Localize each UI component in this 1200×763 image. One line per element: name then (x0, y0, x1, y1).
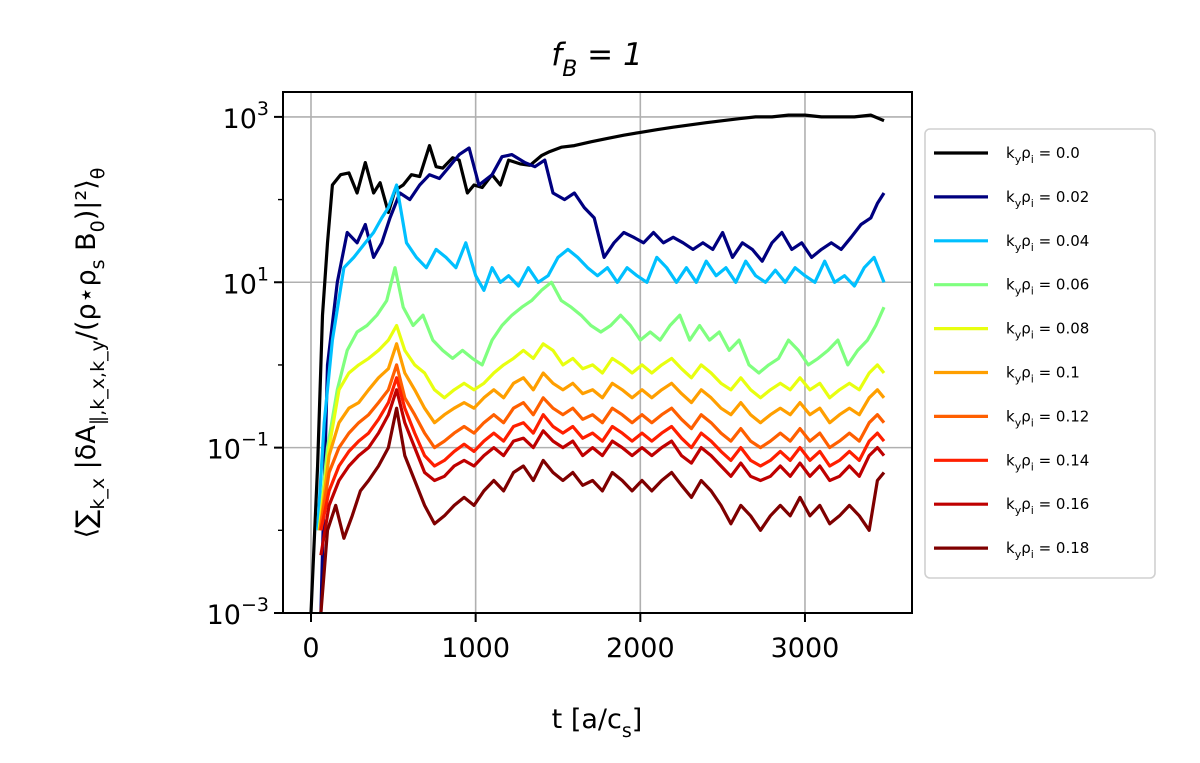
y-tick-label: 101 (223, 263, 269, 300)
legend-label-0.16: kyρi = 0.16 (1006, 495, 1089, 517)
plot-frame (282, 91, 913, 614)
legend-label-0.0: kyρi = 0.0 (1006, 144, 1080, 166)
series-line-0.1 (318, 342, 886, 531)
legend-label-0.02: kyρi = 0.02 (1006, 188, 1089, 210)
legend-label-0.04: kyρi = 0.04 (1006, 232, 1089, 254)
legend-label-0.1: kyρi = 0.1 (1006, 364, 1080, 386)
series-line-0.14 (319, 376, 886, 531)
y-axis-label: ⟨∑k_x |δA∥,k_x,k_y/(ρ⋆ρs B0)|²⟩θ (71, 168, 109, 539)
series-line-0.18 (319, 406, 886, 613)
series-line-0.12 (318, 363, 886, 531)
y-tick-label: 10−3 (207, 594, 269, 631)
legend: kyρi = 0.0 kyρi = 0.02 kyρi = 0.04 kyρi = 0… (924, 128, 1156, 579)
y-tick-label: 10−1 (207, 429, 269, 466)
legend-label-0.14: kyρi = 0.14 (1006, 451, 1089, 473)
x-tick-label: 1000 (441, 633, 510, 664)
x-axis-label: t [a/cs] (552, 704, 643, 742)
legend-label-0.12: kyρi = 0.12 (1006, 407, 1089, 429)
chart-title: fB = 1 (551, 37, 642, 82)
y-tick-label: 103 (223, 98, 269, 135)
series-line-0.08 (317, 323, 886, 531)
x-tick-label: 0 (302, 633, 319, 664)
x-tick-label: 3000 (771, 633, 840, 664)
series-line-0.16 (319, 388, 886, 556)
axes: 0 1000 2000 3000 10−3 10−1 101 103 (207, 91, 913, 664)
series-line-0.02 (319, 146, 886, 613)
legend-label-0.18: kyρi = 0.18 (1006, 539, 1089, 561)
series-line-0.04 (316, 183, 886, 531)
series-line-0.06 (317, 266, 886, 531)
x-tick-label: 2000 (606, 633, 675, 664)
plot-area (309, 113, 886, 613)
series-line-0.0 (309, 113, 885, 613)
legend-label-0.06: kyρi = 0.06 (1006, 276, 1089, 298)
legend-label-0.08: kyρi = 0.08 (1006, 320, 1089, 342)
